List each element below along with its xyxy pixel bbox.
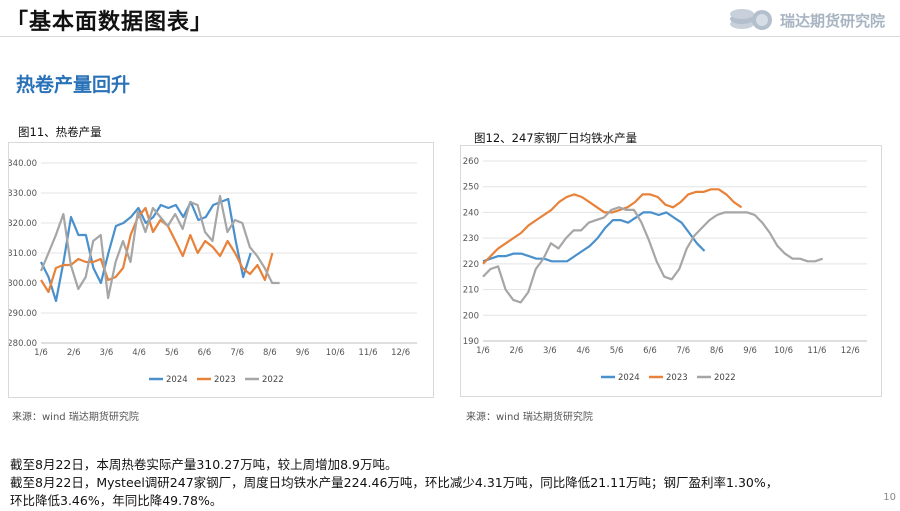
coins-icon xyxy=(730,9,772,30)
x-tick-label: 1/6 xyxy=(476,346,490,356)
y-tick-label: 200 xyxy=(463,311,479,321)
y-tick-label: 230 xyxy=(463,234,479,244)
y-tick-label: 280.00 xyxy=(9,339,37,349)
x-tick-label: 8/6 xyxy=(263,348,277,358)
legend-label-2023: 2023 xyxy=(214,375,236,385)
y-tick-label: 310.00 xyxy=(9,249,37,259)
x-tick-label: 2/6 xyxy=(510,346,524,356)
y-tick-label: 330.00 xyxy=(9,189,37,199)
x-tick-label: 7/6 xyxy=(230,348,244,358)
series-line-2023 xyxy=(482,188,743,265)
x-tick-label: 2/6 xyxy=(67,348,81,358)
chart-caption-hot-metal-output: 图12、247家钢厂日均铁水产量 xyxy=(474,131,638,145)
x-tick-label: 10/6 xyxy=(774,346,793,356)
x-tick-label: 8/6 xyxy=(710,346,724,356)
x-tick-label: 11/6 xyxy=(358,348,377,358)
x-tick-label: 12/6 xyxy=(391,348,410,358)
legend-label-2024: 2024 xyxy=(618,373,640,383)
summary-line-2: 截至8月22日，Mysteel调研247家钢厂，周度日均铁水产量224.46万吨… xyxy=(10,475,779,490)
x-tick-label: 5/6 xyxy=(165,348,179,358)
series-line-2022 xyxy=(482,206,824,304)
y-tick-label: 340.00 xyxy=(9,159,37,169)
y-tick-label: 220 xyxy=(463,260,479,270)
y-tick-label: 190 xyxy=(463,337,479,347)
chart-hot-rolled-svg: 280.00 290.00 300.00 310.00 320.00 330.00 340.… xyxy=(7,159,417,385)
chart-source-left: 来源：wind 瑞达期货研究院 xyxy=(12,412,139,423)
series-line-2023 xyxy=(40,206,274,294)
legend-label-2022: 2022 xyxy=(262,375,284,385)
page-header-title: 「基本面数据图表」 xyxy=(6,10,214,35)
x-tick-label: 9/6 xyxy=(743,346,757,356)
company-logo: 瑞达期货研究院 xyxy=(728,4,898,36)
y-tick-label: 300.00 xyxy=(9,279,37,289)
chart-caption-hot-rolled-output: 图11、热卷产量 xyxy=(18,125,102,139)
x-tick-label: 6/6 xyxy=(643,346,657,356)
y-tick-label: 240 xyxy=(463,208,479,218)
logo-text: 瑞达期货研究院 xyxy=(780,12,886,30)
y-tick-label: 210 xyxy=(463,286,479,296)
summary-line-1: 截至8月22日，本周热卷实际产量310.27万吨，较上周增加8.9万吨。 xyxy=(10,457,398,472)
y-tick-label: 250 xyxy=(463,183,479,193)
chart-hot-metal-svg: 190 200 210 220 230 240 250 260 1/6 2/6 3/6 4/6 5/6 6… xyxy=(463,157,867,383)
legend-label-2024: 2024 xyxy=(166,375,188,385)
x-tick-label: 12/6 xyxy=(841,346,860,356)
x-tick-label: 6/6 xyxy=(198,348,212,358)
series-line-2024 xyxy=(40,197,252,303)
series-line-2022 xyxy=(39,194,280,300)
legend-label-2022: 2022 xyxy=(714,373,736,383)
x-tick-label: 3/6 xyxy=(100,348,114,358)
x-tick-label: 4/6 xyxy=(132,348,146,358)
page-number: 10 xyxy=(883,492,896,503)
x-tick-label: 9/6 xyxy=(296,348,310,358)
chart-hot-metal-output: 190 200 210 220 230 240 250 260 1/6 2/6 3/6 4/6 5/6 6… xyxy=(460,145,882,397)
y-tick-label: 320.00 xyxy=(9,219,37,229)
y-tick-label: 290.00 xyxy=(9,309,37,319)
header-divider xyxy=(0,36,900,37)
chart-hot-rolled-output: 280.00 290.00 300.00 310.00 320.00 330.00 340.… xyxy=(7,142,434,398)
y-tick-label: 260 xyxy=(463,157,479,167)
series-line-2024 xyxy=(482,211,706,263)
x-tick-label: 5/6 xyxy=(610,346,624,356)
chart-source-right: 来源：wind 瑞达期货研究院 xyxy=(466,412,593,423)
x-tick-label: 4/6 xyxy=(576,346,590,356)
summary-line-3: 环比降低3.46%，年同比降49.78%。 xyxy=(10,493,223,508)
legend-label-2023: 2023 xyxy=(666,373,688,383)
section-title: 热卷产量回升 xyxy=(16,74,131,96)
x-tick-label: 3/6 xyxy=(543,346,557,356)
x-tick-label: 10/6 xyxy=(326,348,345,358)
x-tick-label: 11/6 xyxy=(807,346,826,356)
x-tick-label: 7/6 xyxy=(677,346,691,356)
x-tick-label: 1/6 xyxy=(34,348,48,358)
